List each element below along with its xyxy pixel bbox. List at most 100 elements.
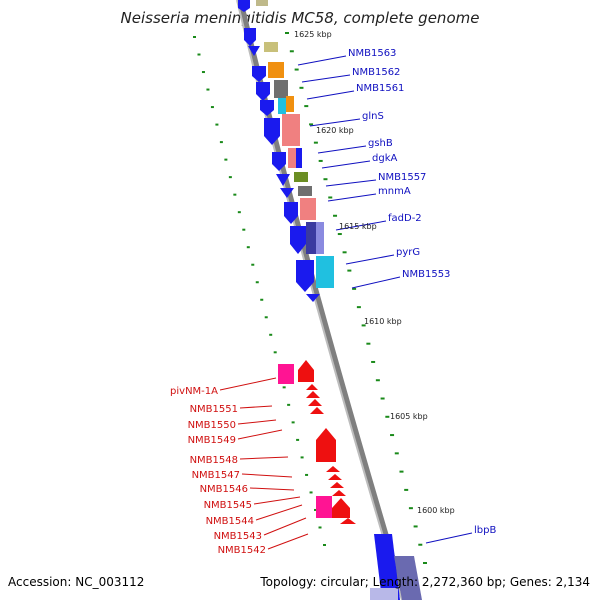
gene-block — [294, 172, 308, 182]
leader-line — [325, 179, 377, 187]
leader-line — [301, 74, 351, 83]
ring-dash — [251, 263, 255, 266]
gene-arrow — [248, 46, 260, 56]
ring-dash — [282, 386, 286, 389]
leader-line — [297, 55, 347, 66]
genome-summary-text: Topology: circular; Length: 2,272,360 bp… — [259, 575, 590, 589]
ring-dash — [296, 438, 300, 441]
ring-dash — [228, 176, 232, 179]
gene-block — [268, 62, 284, 78]
gene-block — [316, 222, 324, 254]
gene-label-mnma: mnmA — [378, 186, 411, 197]
tick-mark — [390, 434, 395, 437]
gene-block — [278, 364, 294, 384]
tick-mark — [323, 178, 328, 181]
gene-arrow — [238, 0, 250, 12]
tick-mark — [413, 525, 418, 528]
ring-dash — [269, 333, 273, 336]
gene-arrow — [326, 466, 340, 472]
ring-dash — [201, 71, 205, 74]
tick-mark — [394, 452, 399, 455]
leader-line — [241, 473, 293, 478]
tick-mark — [423, 562, 427, 564]
gene-block — [316, 496, 332, 518]
gene-block — [274, 80, 288, 98]
tick-mark — [356, 306, 361, 309]
tick-mark — [342, 251, 347, 254]
gene-label-nmb1551: NMB1551 — [190, 404, 238, 415]
tick-mark — [285, 32, 289, 34]
gene-block — [316, 256, 334, 288]
ring-dash — [314, 508, 318, 511]
ring-dash — [210, 106, 214, 109]
ring-dash — [233, 193, 237, 196]
ring-dash — [323, 544, 326, 546]
tick-mark — [333, 214, 338, 217]
tick-mark — [313, 141, 318, 144]
gene-label-gshb: gshB — [368, 138, 393, 149]
tick-mark — [337, 233, 342, 236]
gene-arrow — [306, 391, 320, 398]
tick-mark — [399, 470, 404, 473]
tick-mark — [328, 196, 333, 199]
gene-arrow — [374, 534, 400, 600]
gene-label-nmb1545: NMB1545 — [204, 500, 252, 511]
gene-arrow — [264, 118, 280, 145]
leader-line — [335, 220, 387, 231]
gene-label-nmb1550: NMB1550 — [188, 420, 236, 431]
gene-label-glns: glnS — [362, 111, 384, 122]
gene-block — [298, 186, 312, 196]
gene-arrow — [306, 384, 318, 390]
ring-dash — [215, 123, 219, 126]
tick-mark — [408, 507, 413, 510]
gene-block — [264, 42, 278, 52]
gene-label-nmb1542: NMB1542 — [218, 545, 266, 556]
gene-arrow — [290, 226, 306, 254]
gene-arrow — [272, 152, 286, 171]
tick-mark — [352, 287, 357, 290]
tick-labels: 1625 kbp 1620 kbp 1615 kbp 1610 kbp 1605 kbp… — [294, 30, 455, 515]
ring-dash — [309, 491, 313, 494]
ring-dash — [264, 316, 268, 319]
gene-arrow — [394, 556, 422, 600]
gene-arrow — [298, 360, 314, 382]
tick-mark — [289, 50, 294, 53]
gene-label-fadd-2: fadD-2 — [388, 213, 422, 224]
ring-dash — [219, 141, 223, 144]
gene-label-nmb1544: NMB1544 — [206, 516, 254, 527]
gene-block — [282, 114, 300, 146]
ring-dash — [246, 246, 250, 249]
gene-arrow — [256, 82, 270, 101]
leader-line — [239, 405, 273, 409]
gene-arrow — [308, 399, 322, 406]
ring-dash — [287, 403, 291, 406]
tick-mark — [309, 123, 314, 126]
gene-arrow — [330, 482, 344, 488]
gene-block — [288, 148, 298, 168]
tick-mark — [318, 159, 323, 162]
tick-label-1600-kbp: 1600 kbp — [417, 506, 455, 515]
ring-dash — [300, 456, 304, 459]
gene-block — [286, 96, 294, 112]
leader-line — [237, 419, 277, 425]
ring-dash — [273, 351, 277, 354]
leader-line — [219, 377, 277, 391]
gene-label-lbpb: lbpB — [474, 525, 496, 536]
leader-line — [255, 504, 303, 521]
ring-dash — [318, 526, 322, 529]
ring-dash — [193, 36, 196, 38]
gene-block — [306, 222, 318, 254]
tick-mark — [304, 105, 309, 108]
gene-arrow — [306, 294, 320, 302]
gene-label-nmb1543: NMB1543 — [214, 531, 262, 542]
gene-label-pivnm-1a: pivNM-1A — [170, 386, 218, 397]
map-title: Neisseria meningitidis MC58, complete ge… — [121, 9, 480, 27]
leader-line — [237, 429, 283, 440]
gene-arrow — [260, 100, 274, 116]
gene-arrow — [252, 66, 266, 82]
ring-dash — [255, 281, 259, 284]
gene-arrow — [340, 518, 356, 524]
tick-mark — [418, 543, 423, 546]
leader-line — [321, 160, 371, 169]
